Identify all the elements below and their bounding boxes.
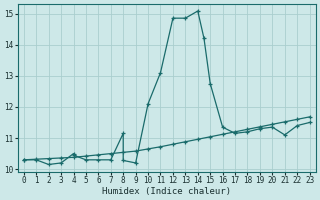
X-axis label: Humidex (Indice chaleur): Humidex (Indice chaleur): [102, 187, 231, 196]
